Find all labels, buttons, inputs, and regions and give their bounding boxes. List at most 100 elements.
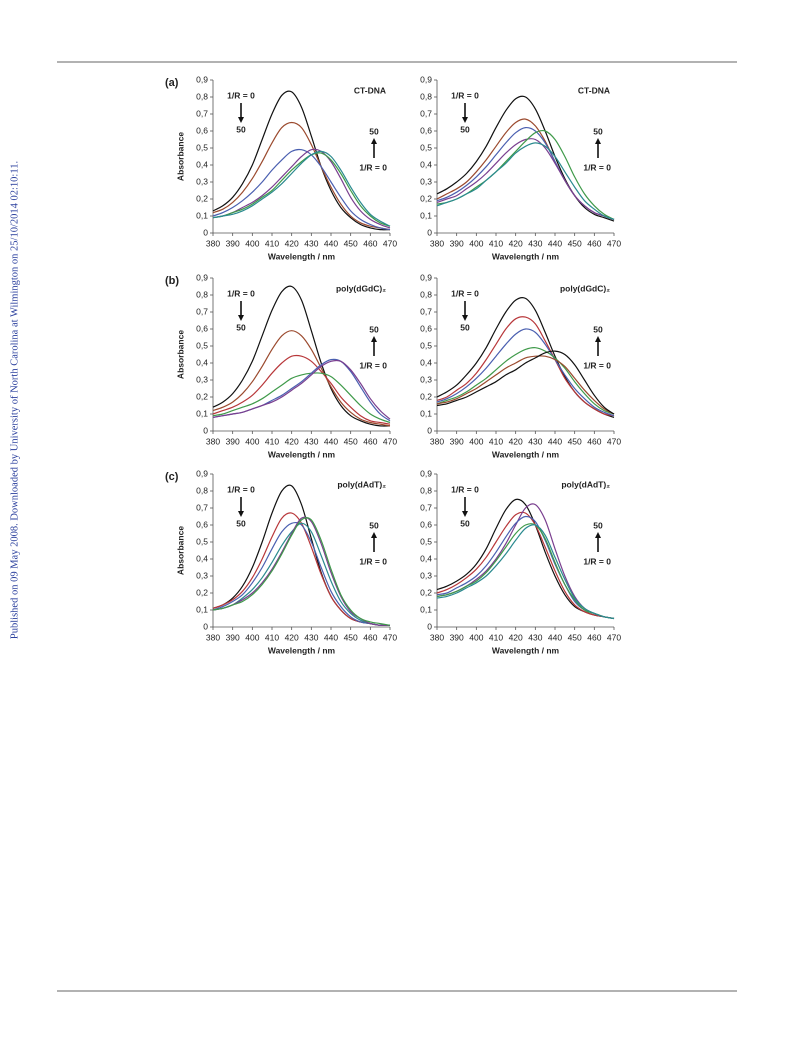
y-tick-label: 0,2 <box>420 193 432 203</box>
x-tick-label: 460 <box>587 632 601 642</box>
x-tick-label: 450 <box>568 632 582 642</box>
y-tick-label: 0,5 <box>420 340 432 350</box>
sample-name: poly(dGdC)₂ <box>336 283 386 293</box>
y-tick-label: 0,6 <box>420 125 432 135</box>
sample-name: CT-DNA <box>578 85 610 95</box>
y-tick-label: 0,9 <box>420 74 432 84</box>
spectrum-line <box>212 372 391 424</box>
arrow-head <box>595 336 601 342</box>
y-tick-label: 0,4 <box>420 159 432 169</box>
y-tick-label: 0,3 <box>196 176 208 186</box>
y-tick-label: 0,9 <box>420 468 432 478</box>
annotation: 50 <box>460 322 470 332</box>
x-tick-label: 450 <box>344 238 358 248</box>
y-tick-label: 0,8 <box>196 485 208 495</box>
spectrum-line <box>212 522 391 627</box>
x-tick-label: 430 <box>528 632 542 642</box>
x-tick-label: 390 <box>226 238 240 248</box>
x-tick-label: 400 <box>245 632 259 642</box>
x-tick-label: 470 <box>383 238 397 248</box>
x-tick-label: 460 <box>363 632 377 642</box>
annotation: 50 <box>369 126 379 136</box>
x-tick-label: 400 <box>245 238 259 248</box>
y-axis-title: Absorbance <box>175 330 185 379</box>
x-tick-label: 430 <box>304 436 318 446</box>
y-tick-label: 0,2 <box>420 587 432 597</box>
x-tick-label: 390 <box>450 436 464 446</box>
y-tick-label: 0,7 <box>420 306 432 316</box>
x-tick-label: 450 <box>568 238 582 248</box>
x-tick-label: 380 <box>430 238 444 248</box>
y-tick-label: 0,9 <box>420 272 432 282</box>
spectrum-line <box>436 355 615 415</box>
spectrum-line <box>212 121 391 231</box>
y-tick-label: 0,8 <box>420 289 432 299</box>
x-tick-label: 460 <box>587 436 601 446</box>
y-tick-label: 0,5 <box>196 340 208 350</box>
x-axis-title: Wavelength / nm <box>492 251 560 261</box>
y-tick-label: 0,7 <box>196 108 208 118</box>
chart-panel: 0 0,1 0,2 0,3 0,4 0,5 0,6 0,7 0,8 0,9 380 390 400 410… <box>420 468 621 655</box>
y-tick-label: 0,4 <box>420 553 432 563</box>
panel-label: (a) <box>165 77 179 89</box>
spectrum-line <box>436 515 615 620</box>
x-tick-label: 470 <box>607 238 621 248</box>
y-tick-label: 0,9 <box>196 468 208 478</box>
spectrum-line <box>212 285 391 427</box>
y-tick-label: 0,3 <box>196 570 208 580</box>
arrow-head <box>371 138 377 144</box>
annotation: 1/R = 0 <box>583 556 611 566</box>
arrow-head <box>462 511 468 517</box>
y-tick-label: 0,1 <box>420 210 432 220</box>
x-tick-label: 400 <box>469 238 483 248</box>
x-tick-label: 470 <box>383 436 397 446</box>
y-tick-label: 0,5 <box>420 142 432 152</box>
panel-label: (b) <box>165 275 179 287</box>
chart-panel: 0 0,1 0,2 0,3 0,4 0,5 0,6 0,7 0,8 0,9 380 390 400 410… <box>165 468 397 655</box>
y-tick-label: 0,8 <box>196 289 208 299</box>
spectrum-line <box>436 524 615 620</box>
x-tick-label: 460 <box>363 436 377 446</box>
spectrum-line <box>436 347 615 415</box>
spectrum-line <box>436 129 615 220</box>
annotation: 50 <box>369 324 379 334</box>
panel-label: (c) <box>165 471 179 483</box>
x-tick-label: 390 <box>450 238 464 248</box>
y-tick-label: 0 <box>427 227 432 237</box>
x-tick-label: 460 <box>587 238 601 248</box>
annotation: 50 <box>236 124 246 134</box>
annotation: 50 <box>593 126 603 136</box>
spectrum-line <box>212 354 391 425</box>
y-tick-label: 0,1 <box>196 604 208 614</box>
x-tick-label: 440 <box>324 436 338 446</box>
annotation: 1/R = 0 <box>583 162 611 172</box>
y-tick-label: 0,6 <box>196 519 208 529</box>
chart-panel: 0 0,1 0,2 0,3 0,4 0,5 0,6 0,7 0,8 0,9 380 390 400 410… <box>165 74 397 261</box>
x-tick-label: 410 <box>265 632 279 642</box>
x-tick-label: 400 <box>245 436 259 446</box>
y-tick-label: 0,9 <box>196 272 208 282</box>
spectrum-line <box>212 517 391 626</box>
annotation: 1/R = 0 <box>451 90 479 100</box>
arrow-head <box>462 315 468 321</box>
y-tick-label: 0,7 <box>420 108 432 118</box>
sample-name: poly(dGdC)₂ <box>560 283 610 293</box>
x-tick-label: 440 <box>548 436 562 446</box>
y-tick-label: 0,7 <box>196 306 208 316</box>
x-axis-title: Wavelength / nm <box>268 449 336 459</box>
y-tick-label: 0,3 <box>420 374 432 384</box>
x-tick-label: 470 <box>383 632 397 642</box>
y-tick-label: 0,1 <box>196 210 208 220</box>
annotation: 1/R = 0 <box>227 90 255 100</box>
spectrum-line <box>212 512 391 627</box>
spectrum-line <box>436 138 615 220</box>
spectrum-line <box>212 90 391 231</box>
x-tick-label: 430 <box>528 436 542 446</box>
x-tick-label: 430 <box>304 632 318 642</box>
x-tick-label: 420 <box>285 632 299 642</box>
x-tick-label: 380 <box>206 632 220 642</box>
y-tick-label: 0,4 <box>196 357 208 367</box>
y-tick-label: 0,2 <box>196 391 208 401</box>
y-axis-title: Absorbance <box>175 132 185 181</box>
